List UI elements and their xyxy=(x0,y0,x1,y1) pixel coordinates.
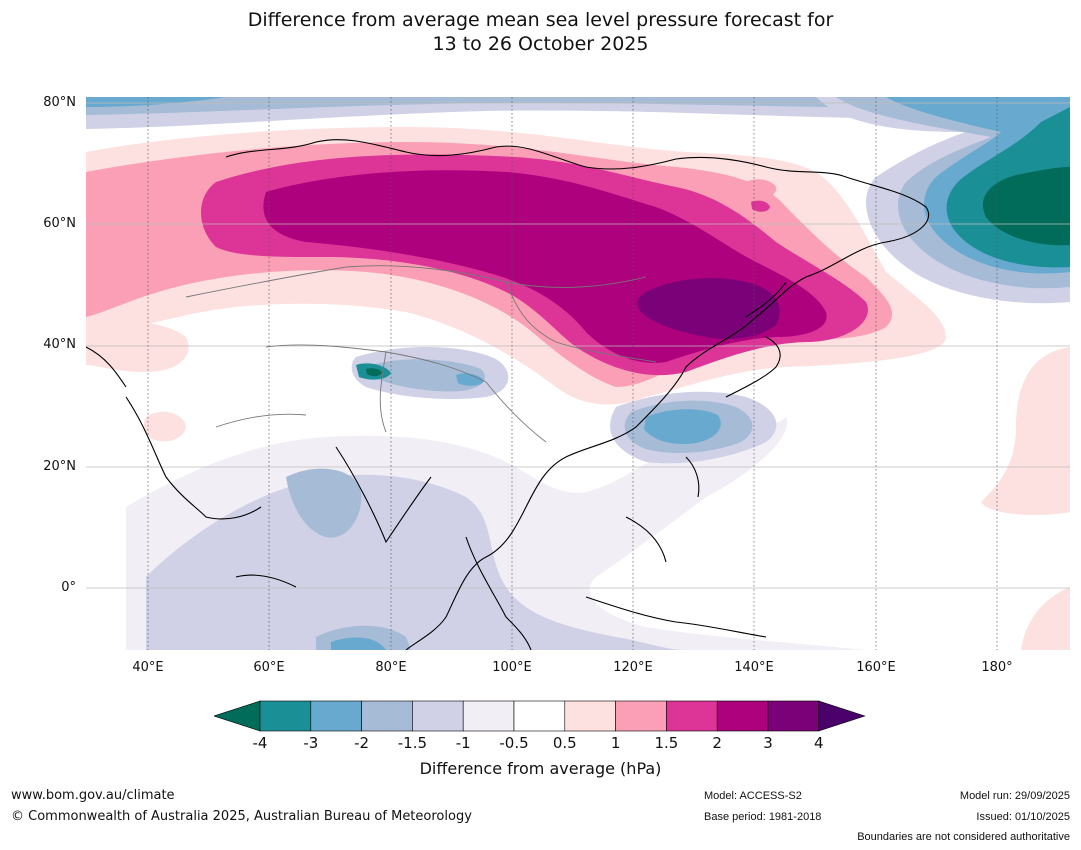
model-name: Model: ACCESS-S2 xyxy=(704,790,802,802)
copyright-text: © Commonwealth of Australia 2025, Austra… xyxy=(11,809,472,824)
colorbar-tick-label: 0.5 xyxy=(552,734,577,752)
boundaries-disclaimer: Boundaries are not considered authoritat… xyxy=(857,831,1070,843)
colorbar-title: Difference from average (hPa) xyxy=(419,759,662,778)
colorbar-segment xyxy=(259,700,312,732)
lon-label-60e: 60°E xyxy=(253,660,285,675)
colorbar-tick-label: -2 xyxy=(354,734,370,752)
colorbar-segment xyxy=(513,700,566,732)
lon-label-120e: 120°E xyxy=(613,660,653,675)
base-period: Base period: 1981-2018 xyxy=(704,811,822,823)
lat-label-40n: 40°N xyxy=(43,337,76,352)
contour-west-positive xyxy=(86,321,1070,650)
colorbar-tick-label: -1 xyxy=(455,734,471,752)
colorbar-segment xyxy=(615,700,667,732)
colorbar-segment xyxy=(564,700,616,732)
lon-label-40e: 40°E xyxy=(132,660,164,675)
colorbar-tick-label: -1.5 xyxy=(397,734,428,752)
lon-label-140e: 140°E xyxy=(734,660,774,675)
colorbar-over-arrow xyxy=(818,700,866,732)
colorbar-segment xyxy=(361,700,413,732)
colorbar-tick-label: 1 xyxy=(610,734,621,752)
title-line-2: 13 to 26 October 2025 xyxy=(432,33,649,55)
colorbar-segment xyxy=(310,700,362,732)
colorbar-segment xyxy=(716,700,769,732)
lat-label-20n: 20°N xyxy=(43,459,76,474)
contour-south-negative xyxy=(126,417,866,650)
colorbar xyxy=(214,700,866,732)
lat-label-0: 0° xyxy=(61,580,76,595)
issued-date: Issued: 01/10/2025 xyxy=(976,811,1070,823)
colorbar-under-arrow xyxy=(214,700,261,732)
map-title: Difference from average mean sea level p… xyxy=(0,8,1081,56)
contour-tibet-low xyxy=(351,347,509,399)
pressure-anomaly-map xyxy=(86,97,1070,650)
map-canvas xyxy=(86,97,1070,650)
colorbar-tick-label: 1.5 xyxy=(654,734,679,752)
colorbar-tick-label: 3 xyxy=(763,734,773,752)
lon-label-160e: 160°E xyxy=(856,660,896,675)
colorbar-segment xyxy=(412,700,464,732)
lat-label-60n: 60°N xyxy=(43,216,76,231)
colorbar-segment xyxy=(666,700,718,732)
model-run-date: Model run: 29/09/2025 xyxy=(959,790,1070,802)
lon-label-180: 180° xyxy=(981,660,1013,675)
contour-siberia-high xyxy=(86,127,946,405)
country-borders xyxy=(185,265,657,443)
lat-label-80n: 80°N xyxy=(43,95,76,110)
coastlines xyxy=(86,139,929,650)
meridians xyxy=(147,97,998,650)
colorbar-tick-label: -4 xyxy=(252,734,268,752)
colorbar-tick-label: -3 xyxy=(303,734,319,752)
colorbar-tick-label: -0.5 xyxy=(499,734,529,752)
colorbar-segment xyxy=(767,700,820,732)
lon-label-80e: 80°E xyxy=(375,660,407,675)
graticule xyxy=(86,102,1070,589)
lon-label-100e: 100°E xyxy=(492,660,532,675)
website-link[interactable]: www.bom.gov.au/climate xyxy=(11,788,175,803)
colorbar-tick-label: 4 xyxy=(814,734,824,752)
colorbar-tick-label: 2 xyxy=(712,734,722,752)
colorbar-segment xyxy=(462,700,515,732)
title-line-1: Difference from average mean sea level p… xyxy=(247,9,834,31)
contour-pacific-low xyxy=(816,97,1070,304)
contour-eastchina-low xyxy=(610,391,777,464)
